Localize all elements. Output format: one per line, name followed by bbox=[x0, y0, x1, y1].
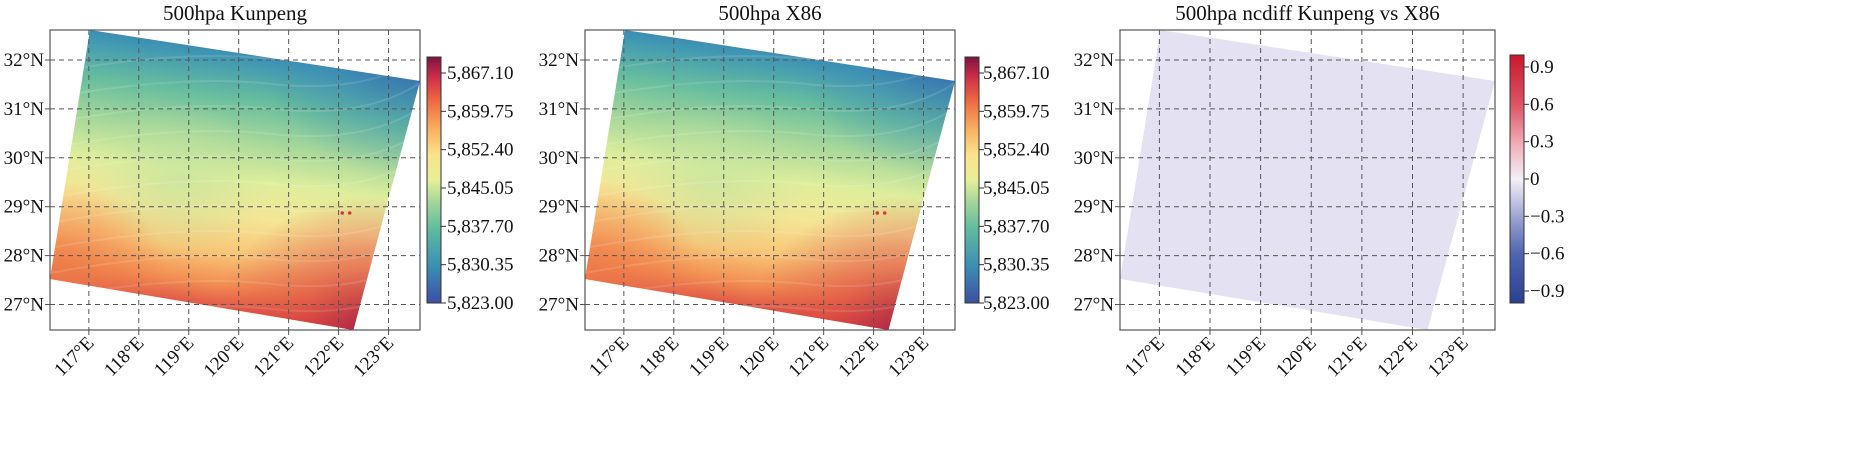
colorbar-scale bbox=[426, 56, 442, 304]
x-tick-label: 118°E bbox=[100, 333, 148, 381]
x-tick-label: 117°E bbox=[1121, 333, 1169, 381]
x-tick-label: 121°E bbox=[250, 333, 299, 382]
y-tick-label: 28°N bbox=[4, 246, 45, 267]
x-tick-label: 120°E bbox=[1272, 333, 1321, 382]
colorbar-tick-label: 5,867.10 bbox=[447, 63, 514, 84]
panel-3: 500hpa ncdiff Kunpeng vs X86 32°N 31°N 30°N… bbox=[1074, 1, 1565, 381]
data-field bbox=[585, 30, 955, 330]
colorbar: 5,867.10 5,859.75 5,852.40 5,845.05 5,837.70… bbox=[426, 56, 514, 314]
panel-title: 500hpa X86 bbox=[718, 1, 821, 25]
y-tick-label: 31°N bbox=[539, 99, 580, 120]
colorbar-tick-label: −0.3 bbox=[1530, 206, 1564, 227]
x-tick-label: 122°E bbox=[1373, 333, 1422, 382]
x-tick-label: 123°E bbox=[884, 333, 933, 382]
colorbar-tick-label: 5,852.40 bbox=[983, 140, 1050, 161]
colorbar-tick-label: 0.6 bbox=[1530, 94, 1554, 115]
y-tick-label: 32°N bbox=[539, 50, 580, 71]
y-tick-label: 30°N bbox=[1074, 148, 1115, 169]
colorbar-tick-label: 0.9 bbox=[1530, 57, 1554, 78]
colorbar-tick-label: 5,830.35 bbox=[983, 255, 1050, 276]
colorbar-tick-label: 5,859.75 bbox=[447, 101, 514, 122]
x-tick-label: 120°E bbox=[200, 333, 249, 382]
x-tick-label: 122°E bbox=[300, 333, 349, 382]
y-tick-label: 31°N bbox=[1074, 99, 1115, 120]
x-tick-label: 118°E bbox=[1171, 333, 1219, 381]
panel-title: 500hpa Kunpeng bbox=[163, 1, 308, 25]
colorbar-tick-label: 5,845.05 bbox=[983, 178, 1050, 199]
y-tick-label: 27°N bbox=[4, 295, 45, 316]
x-tick-label: 122°E bbox=[835, 333, 884, 382]
y-tick-label: 31°N bbox=[4, 99, 45, 120]
colorbar-tick-label: 5,837.70 bbox=[447, 216, 514, 237]
y-tick-label: 29°N bbox=[539, 197, 580, 218]
x-tick-label: 123°E bbox=[349, 333, 398, 382]
plot-frame bbox=[1119, 29, 1496, 331]
x-tick-label: 118°E bbox=[635, 333, 683, 381]
colorbar-tick-label: 0 bbox=[1530, 169, 1540, 190]
colorbar-tick-label: 5,830.35 bbox=[447, 255, 514, 276]
colorbar-scale bbox=[1509, 54, 1525, 304]
x-tick-label: 121°E bbox=[1323, 333, 1372, 382]
colorbar-scale bbox=[964, 56, 980, 304]
x-tick-label: 121°E bbox=[785, 333, 834, 382]
x-tick-label: 119°E bbox=[150, 333, 198, 381]
plot-frame bbox=[584, 29, 956, 331]
colorbar-tick-label: −0.6 bbox=[1530, 244, 1564, 265]
y-tick-label: 28°N bbox=[539, 246, 580, 267]
colorbar-tick-label: −0.9 bbox=[1530, 281, 1564, 302]
colorbar-tick-label: 5,845.05 bbox=[447, 178, 514, 199]
panel-title: 500hpa ncdiff Kunpeng vs X86 bbox=[1175, 1, 1439, 25]
gridlines bbox=[50, 30, 420, 330]
colorbar: 0.9 0.6 0.3 0 −0.3 −0.6 −0.9 bbox=[1509, 54, 1564, 304]
colorbar-tick-label: 5,867.10 bbox=[983, 63, 1050, 84]
data-field bbox=[1120, 30, 1495, 330]
y-tick-label: 30°N bbox=[539, 148, 580, 169]
y-tick-label: 32°N bbox=[4, 50, 45, 71]
colorbar-tick-label: 5,837.70 bbox=[983, 216, 1050, 237]
y-tick-label: 27°N bbox=[539, 295, 580, 316]
colorbar-tick-label: 5,823.00 bbox=[983, 293, 1050, 314]
colorbar-tick-label: 0.3 bbox=[1530, 132, 1554, 153]
y-tick-label: 29°N bbox=[4, 197, 45, 218]
panel-1: 500hpa Kunpeng32°N31°N30°N29°N28°N27°N11… bbox=[4, 1, 514, 381]
colorbar-tick-label: 5,859.75 bbox=[983, 101, 1050, 122]
x-tick-label: 120°E bbox=[735, 333, 784, 382]
difference-field bbox=[1120, 30, 1495, 330]
x-tick-label: 117°E bbox=[585, 333, 633, 381]
y-tick-label: 27°N bbox=[1074, 295, 1115, 316]
y-tick-label: 28°N bbox=[1074, 246, 1115, 267]
colorbar: 5,867.10 5,859.75 5,852.40 5,845.05 5,837.70… bbox=[964, 56, 1050, 314]
x-tick-label: 123°E bbox=[1424, 333, 1473, 382]
x-tick-label: 119°E bbox=[685, 333, 733, 381]
gridlines bbox=[585, 30, 955, 330]
y-tick-label: 30°N bbox=[4, 148, 45, 169]
gridlines bbox=[1120, 30, 1495, 330]
x-tick-label: 117°E bbox=[50, 333, 98, 381]
colorbar-tick-label: 5,852.40 bbox=[447, 140, 514, 161]
data-field bbox=[50, 30, 420, 330]
x-tick-label: 119°E bbox=[1222, 333, 1270, 381]
y-tick-label: 29°N bbox=[1074, 197, 1115, 218]
plot-frame bbox=[49, 29, 421, 331]
y-tick-label: 32°N bbox=[1074, 50, 1115, 71]
colorbar-tick-label: 5,823.00 bbox=[447, 293, 514, 314]
